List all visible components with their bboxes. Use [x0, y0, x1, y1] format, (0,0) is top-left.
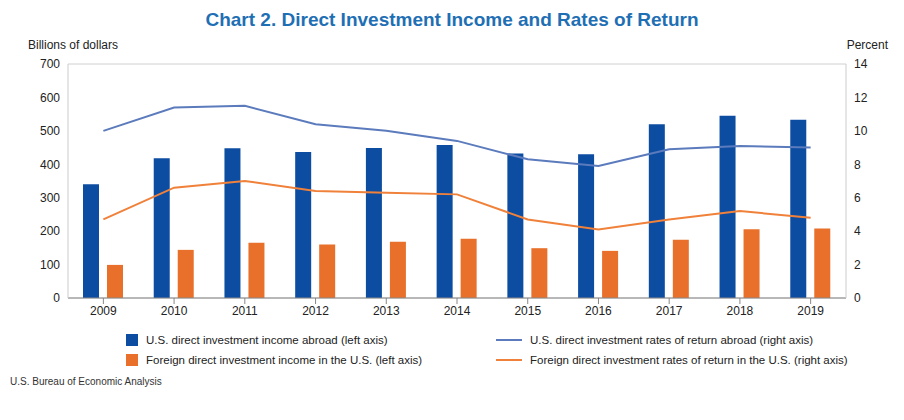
svg-text:2009: 2009 — [90, 304, 117, 318]
svg-text:4: 4 — [854, 224, 861, 238]
html-text:U.S. direct investment income: U.S. direct investment income abroad (le… — [146, 334, 388, 346]
svg-text:300: 300 — [40, 191, 60, 205]
html-text:U.S. direct investment rates o: U.S. direct investment rates of return a… — [530, 334, 814, 346]
svg-text:2014: 2014 — [444, 304, 471, 318]
svg-text:2010: 2010 — [161, 304, 188, 318]
svg-text:12: 12 — [854, 91, 868, 105]
svg-text:400: 400 — [40, 158, 60, 172]
svg-text:2013: 2013 — [373, 304, 400, 318]
svg-text:2: 2 — [854, 258, 861, 272]
svg-text:2018: 2018 — [727, 304, 754, 318]
svg-text:600: 600 — [40, 91, 60, 105]
html-text:Foreign direct investment inco: Foreign direct investment income in the … — [146, 354, 423, 366]
html-text:Chart 2. Direct Investment Inc: Chart 2. Direct Investment Income and Ra… — [205, 9, 699, 30]
svg-text:2019: 2019 — [797, 304, 824, 318]
svg-text:2017: 2017 — [656, 304, 683, 318]
svg-text:0: 0 — [854, 291, 861, 305]
svg-text:10: 10 — [854, 124, 868, 138]
svg-text:2016: 2016 — [585, 304, 612, 318]
svg-text:0: 0 — [53, 291, 60, 305]
svg-text:2015: 2015 — [514, 304, 541, 318]
html-text:Billions of dollars: Billions of dollars — [28, 38, 118, 52]
html-text:Foreign direct investment rate: Foreign direct investment rates of retur… — [530, 354, 848, 366]
svg-text:2012: 2012 — [302, 304, 329, 318]
svg-text:14: 14 — [854, 57, 868, 71]
html-text:Percent: Percent — [846, 38, 888, 52]
svg-text:100: 100 — [40, 258, 60, 272]
svg-text:2011: 2011 — [232, 304, 258, 318]
svg-text:6: 6 — [854, 191, 861, 205]
svg-text:500: 500 — [40, 124, 60, 138]
svg-text:8: 8 — [854, 158, 861, 172]
html-text:U.S. Bureau of Economic Analys: U.S. Bureau of Economic Analysis — [10, 376, 162, 387]
svg-text:700: 700 — [40, 57, 60, 71]
svg-text:200: 200 — [40, 224, 60, 238]
